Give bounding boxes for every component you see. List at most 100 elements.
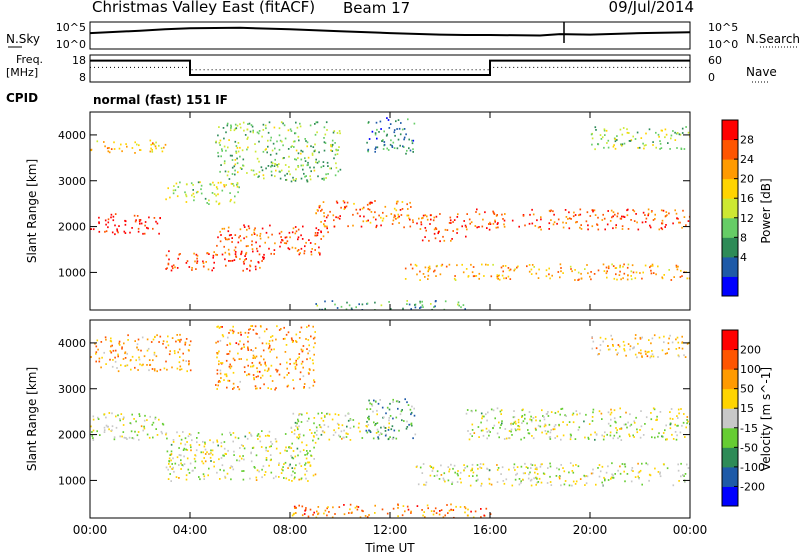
heatmap-cell — [174, 189, 177, 192]
heatmap-cell — [298, 139, 300, 142]
heatmap-cell — [512, 423, 514, 425]
heatmap-cell — [675, 338, 677, 341]
heatmap-cell — [397, 503, 399, 506]
heatmap-cell — [514, 469, 516, 471]
heatmap-cell — [312, 513, 314, 516]
heatmap-cell — [292, 176, 294, 179]
heatmap-cell — [536, 219, 538, 222]
heatmap-cell — [153, 351, 156, 354]
heatmap-cell — [211, 192, 214, 194]
heatmap-cell — [456, 216, 459, 218]
heatmap-cell — [186, 260, 189, 262]
heatmap-cell — [254, 347, 257, 349]
heatmap-cell — [398, 429, 400, 432]
heatmap-cell — [660, 129, 663, 132]
heatmap-cell — [579, 478, 582, 480]
heatmap-cell — [661, 276, 663, 279]
heatmap-cell — [213, 461, 215, 463]
heatmap-cell — [584, 436, 586, 439]
heatmap-cell — [247, 332, 250, 334]
heatmap-cell — [454, 471, 456, 474]
heatmap-cell — [314, 234, 316, 237]
heatmap-cell — [352, 213, 354, 216]
heatmap-cell — [442, 477, 445, 480]
heatmap-cell — [621, 463, 624, 465]
heatmap-cell — [397, 138, 400, 141]
heatmap-cell — [156, 334, 158, 337]
heatmap-cell — [237, 437, 240, 440]
heatmap-cell — [243, 366, 246, 369]
heatmap-cell — [457, 301, 460, 304]
heatmap-cell — [297, 166, 300, 168]
heatmap-cell — [675, 264, 678, 267]
heatmap-cell — [221, 326, 223, 328]
heatmap-cell — [117, 353, 119, 356]
heatmap-cell — [403, 128, 406, 130]
heatmap-cell — [395, 217, 397, 220]
heatmap-cell — [259, 237, 262, 240]
heatmap-cell — [558, 468, 560, 471]
heatmap-cell — [293, 362, 295, 365]
heatmap-cell — [158, 232, 160, 235]
heatmap-cell — [599, 470, 602, 473]
heatmap-cell — [390, 308, 392, 310]
heatmap-cell — [124, 220, 127, 223]
heatmap-cell — [591, 143, 593, 146]
heatmap-cell — [257, 261, 260, 263]
heatmap-cell — [180, 459, 182, 462]
heatmap-cell — [591, 420, 594, 422]
heatmap-cell — [470, 263, 472, 266]
heatmap-cell — [635, 416, 637, 419]
heatmap-cell — [666, 214, 668, 217]
heatmap-cell — [612, 265, 615, 267]
heatmap-cell — [215, 186, 218, 188]
heatmap-cell — [216, 372, 219, 375]
heatmap-cell — [380, 304, 383, 307]
heatmap-cell — [169, 473, 171, 475]
heatmap-cell — [307, 352, 309, 355]
heatmap-cell — [139, 222, 141, 225]
heatmap-cell — [268, 435, 270, 437]
heatmap-cell — [359, 430, 361, 433]
heatmap-cell — [514, 428, 517, 430]
heatmap-cell — [641, 483, 643, 486]
heatmap-cell — [602, 438, 605, 441]
heatmap-cell — [414, 306, 417, 309]
heatmap-cell — [675, 438, 678, 441]
heatmap-cell — [539, 419, 541, 422]
heatmap-cell — [179, 365, 182, 368]
heatmap-cell — [686, 463, 688, 466]
heatmap-cell — [202, 451, 204, 454]
heatmap-cell — [225, 453, 227, 455]
heatmap-cell — [220, 377, 222, 379]
heatmap-cell — [666, 352, 668, 355]
heatmap-cell — [664, 136, 666, 139]
heatmap-cell — [219, 139, 222, 142]
heatmap-cell — [623, 423, 626, 426]
heatmap-cell — [469, 433, 472, 435]
heatmap-cell — [492, 222, 495, 225]
heatmap-cell — [251, 243, 253, 246]
heatmap-cell — [342, 436, 345, 439]
heatmap-cell — [192, 189, 194, 191]
nave-series-line — [90, 66, 690, 71]
heatmap-cell — [496, 277, 499, 279]
heatmap-cell — [537, 424, 540, 427]
heatmap-cell — [252, 357, 254, 359]
heatmap-cell — [256, 469, 259, 472]
heatmap-cell — [511, 219, 514, 222]
heatmap-cell — [206, 252, 209, 254]
heatmap-cell — [311, 154, 314, 156]
heatmap-cell — [548, 222, 551, 225]
colorbar-tick-label: 200 — [740, 344, 761, 357]
heatmap-cell — [130, 359, 132, 361]
heatmap-cell — [450, 503, 452, 506]
heatmap-cell — [676, 147, 678, 149]
heatmap-cell — [429, 223, 431, 225]
heatmap-cell — [227, 226, 230, 229]
heatmap-cell — [495, 215, 498, 217]
heatmap-cell — [110, 213, 113, 216]
heatmap-cell — [554, 424, 557, 426]
heatmap-cell — [224, 373, 226, 376]
heatmap-cell — [237, 343, 240, 346]
